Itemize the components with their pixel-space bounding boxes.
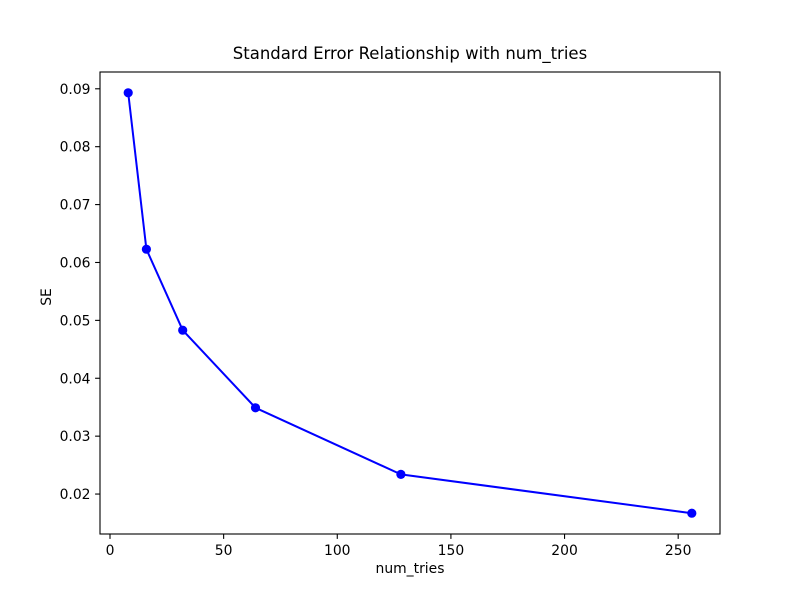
y-tick-label: 0.07 bbox=[60, 198, 91, 214]
data-point bbox=[250, 403, 261, 413]
data-point bbox=[123, 88, 133, 98]
series-line bbox=[127, 91, 693, 515]
y-tick-label: 0.08 bbox=[60, 140, 91, 156]
data-point bbox=[141, 244, 151, 254]
y-tick-label: 0.04 bbox=[60, 371, 91, 387]
x-tick-label: 150 bbox=[438, 543, 465, 559]
y-tick-label: 0.09 bbox=[60, 82, 91, 98]
x-tick-label: 200 bbox=[551, 543, 578, 559]
data-point bbox=[396, 469, 406, 479]
y-tick-label: 0.02 bbox=[60, 487, 91, 503]
y-tick-label: 0.06 bbox=[60, 255, 91, 271]
x-tick-label: 50 bbox=[215, 543, 233, 559]
x-tick-label: 0 bbox=[106, 543, 115, 559]
chart-title: Standard Error Relationship with num_tri… bbox=[232, 44, 588, 63]
y-tick-label: 0.05 bbox=[60, 313, 91, 329]
y-tick-label: 0.03 bbox=[60, 429, 91, 445]
x-tick-label: 100 bbox=[324, 543, 351, 559]
y-axis-label: SE bbox=[39, 288, 56, 306]
x-tick-label: 250 bbox=[665, 543, 692, 559]
plot-border bbox=[99, 71, 721, 535]
x-axis-label: num_tries bbox=[375, 561, 445, 577]
data-point bbox=[178, 325, 188, 335]
data-point bbox=[687, 508, 697, 518]
